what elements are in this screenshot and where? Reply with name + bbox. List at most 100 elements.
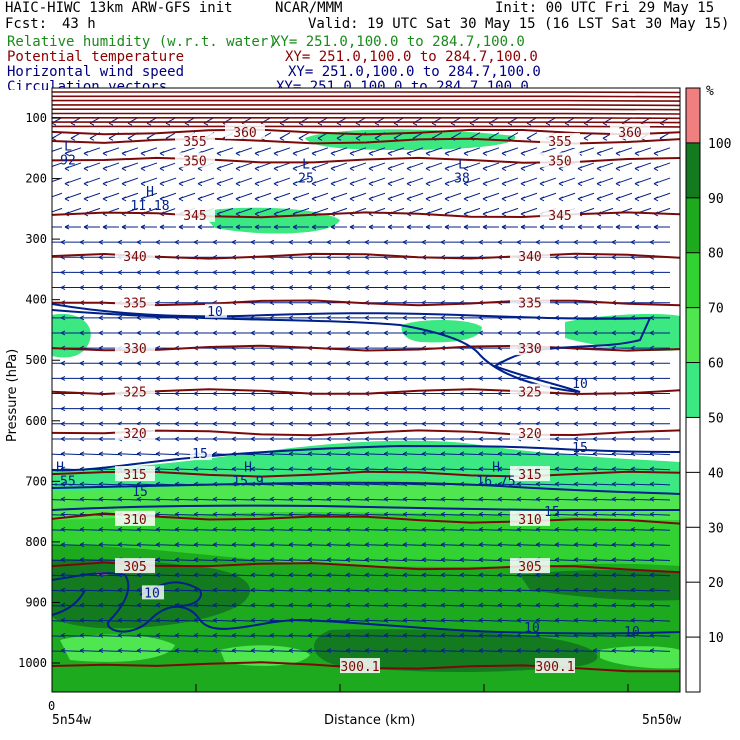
vector-arrowhead [231, 617, 237, 623]
vector-arrowhead [155, 239, 161, 245]
vector-arrow [573, 544, 595, 546]
vector-arrow [345, 544, 367, 546]
vector-arrowhead [345, 269, 351, 275]
vector-arrowhead [60, 527, 66, 532]
vector-arrowhead [231, 421, 237, 427]
vector-arrowhead [573, 542, 579, 548]
vector-arrowhead [79, 602, 85, 608]
theta-label-bg [225, 123, 265, 139]
vector-arrow [98, 589, 120, 592]
vector-arrowhead [250, 406, 256, 412]
vector-arrowhead [254, 224, 260, 230]
vector-arrowhead [368, 166, 374, 171]
y-tick-label: 800 [25, 535, 47, 549]
vector-arrowhead [364, 239, 370, 245]
vector-arrowhead [345, 587, 351, 593]
vector-arrowhead [117, 406, 123, 412]
vector-arrowhead [630, 587, 636, 593]
vector-arrowhead [592, 617, 598, 623]
vector-arrowhead [630, 481, 636, 487]
vector-arrow [345, 468, 367, 471]
vector-arrow [592, 498, 614, 501]
vector-arrowhead [535, 587, 541, 593]
vector-arrow [611, 604, 633, 607]
vector-arrowhead [592, 330, 598, 336]
vector-arrowhead [421, 269, 427, 275]
vector-arrowhead [326, 315, 332, 321]
vector-arrowhead [406, 181, 412, 187]
vector-arrowhead [421, 330, 427, 336]
vector-arrowhead [611, 542, 617, 548]
theta-label: 345 [548, 209, 571, 224]
vector-arrowhead [501, 211, 507, 217]
vector-arrow [307, 544, 329, 546]
vector-arrowhead [573, 648, 579, 654]
theta-contour-upper [52, 91, 680, 94]
vector-arrowhead [212, 496, 218, 502]
header-valid: Valid: 19 UTC Sat 30 May 15 (16 LST Sat … [308, 16, 730, 32]
vector-arrow [52, 162, 63, 167]
vector-arrowhead [364, 451, 370, 457]
vector-arrow [326, 604, 348, 607]
vector-arrow [402, 634, 424, 637]
vector-arrow [630, 453, 652, 456]
vector-arrowhead [497, 633, 503, 638]
vector-arrowhead [383, 617, 389, 623]
vector-arrowhead [136, 269, 142, 275]
vector-arrowhead [421, 406, 427, 412]
vector-arrowhead [83, 181, 89, 187]
vector-arrowhead [459, 572, 465, 578]
vector-arrowhead [292, 150, 298, 156]
vector-arrowhead [421, 421, 427, 427]
vector-arrowhead [421, 436, 427, 442]
theta-contour-upper [52, 108, 680, 111]
vector-arrowhead [193, 239, 199, 245]
vector-arrowhead [573, 527, 579, 532]
vector-arrow [649, 513, 671, 516]
vector-arrow [52, 499, 63, 501]
vector-arrowhead [174, 633, 180, 638]
vector-arrow [326, 650, 348, 652]
vector-arrowhead [326, 587, 332, 593]
vector-arrowhead [459, 285, 465, 291]
vector-arrowhead [136, 633, 142, 638]
vector-arrow [364, 498, 386, 501]
vector-arrowhead [64, 181, 70, 187]
vector-arrowhead [231, 557, 237, 563]
vector-arrowhead [649, 360, 655, 366]
vector-arrow [98, 650, 120, 652]
vector-arrow [60, 528, 82, 531]
vector-arrowhead [60, 269, 66, 275]
vector-arrow [497, 604, 519, 607]
vector-arrowhead [174, 572, 180, 578]
vector-arrow [383, 559, 405, 562]
vector-arrowhead [235, 166, 241, 171]
vector-arrowhead [402, 360, 408, 366]
theta-contour-upper [52, 125, 680, 128]
vector-arrowhead [592, 406, 598, 412]
vector-arrowhead [330, 166, 336, 171]
y-tick-label: 100 [25, 111, 47, 125]
vector-arrowhead [592, 421, 598, 427]
wind-contour-10-low [52, 572, 680, 635]
vector-arrowhead [288, 239, 294, 245]
vector-arrowhead [216, 166, 222, 171]
vector-arrow [478, 589, 500, 592]
vector-arrow [592, 468, 614, 471]
vector-arrow [174, 528, 196, 531]
vector-arrowhead [345, 239, 351, 245]
vector-arrowhead [649, 557, 655, 563]
vector-arrowhead [459, 421, 465, 427]
vector-arrowhead [440, 406, 446, 412]
vector-arrowhead [573, 572, 579, 578]
vector-arrow [611, 483, 633, 486]
vector-arrowhead [516, 360, 522, 366]
vector-arrowhead [178, 196, 184, 202]
vector-arrow [326, 468, 348, 471]
vector-arrow [269, 513, 291, 516]
vector-arrow [52, 605, 63, 607]
vector-arrowhead [383, 602, 389, 608]
vector-arrowhead [42, 286, 46, 290]
vector-arrowhead [326, 269, 332, 275]
theta-label: 315 [518, 468, 541, 483]
